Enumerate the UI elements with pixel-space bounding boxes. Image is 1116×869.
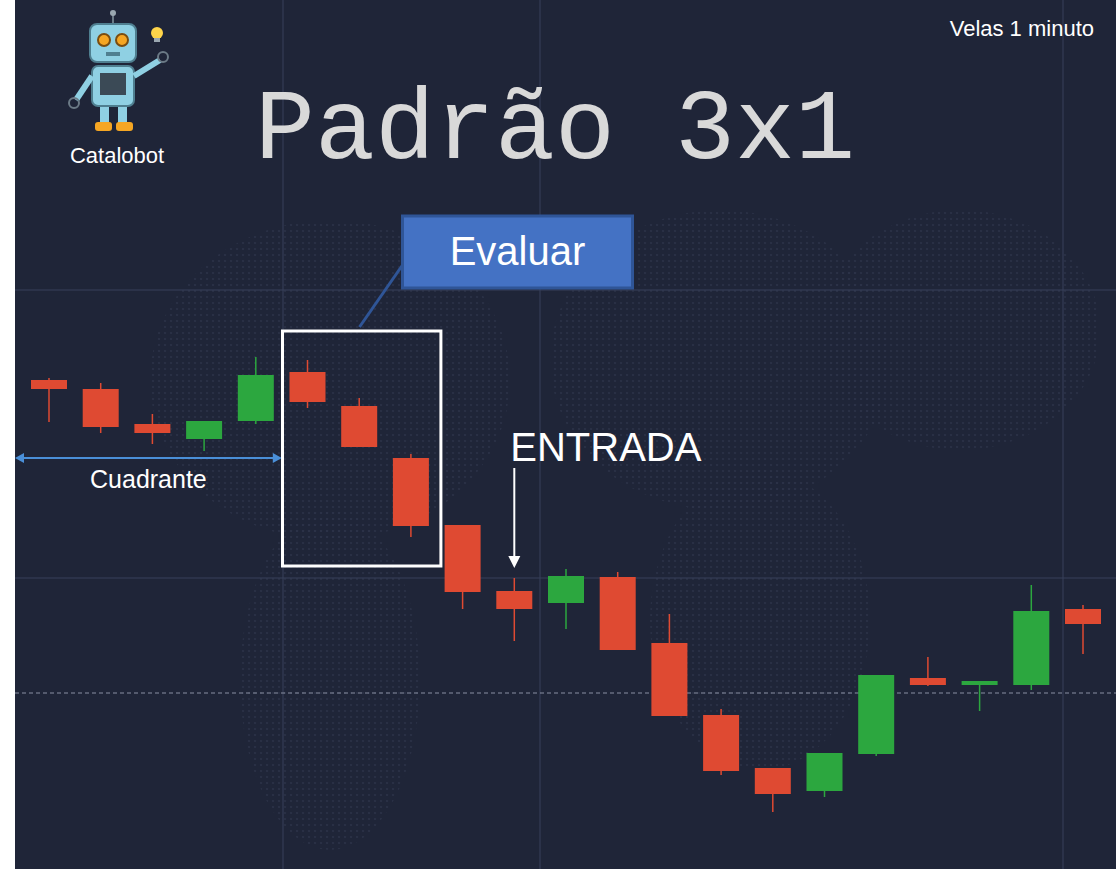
hand <box>69 98 79 108</box>
body <box>600 577 636 650</box>
plot-bg <box>15 0 1116 869</box>
head <box>90 24 136 62</box>
body <box>186 421 222 439</box>
body <box>755 768 791 794</box>
eye <box>98 34 110 46</box>
range-label: Cuadrante <box>90 465 207 493</box>
hand <box>158 52 168 62</box>
body <box>341 406 377 447</box>
wick <box>979 681 981 711</box>
entry-label: ENTRADA <box>510 425 701 469</box>
title: Padrão 3x1 <box>255 75 855 188</box>
body <box>445 525 481 592</box>
leg <box>100 107 109 123</box>
body <box>290 372 326 402</box>
body <box>910 678 946 685</box>
subtitle: Velas 1 minuto <box>950 16 1094 41</box>
candles <box>31 357 1101 812</box>
bulb-base <box>154 38 160 42</box>
entry-arrowhead <box>508 556 520 568</box>
bulb <box>151 27 163 39</box>
body <box>1065 609 1101 624</box>
entry-arrow <box>513 468 515 558</box>
arrowhead <box>273 453 282 463</box>
body <box>858 675 894 754</box>
callout-box <box>403 216 633 288</box>
map-blob <box>650 470 870 770</box>
callout-label: Evaluar <box>450 229 586 273</box>
body <box>703 715 739 771</box>
map-blob <box>820 210 1100 450</box>
mouth <box>106 52 120 56</box>
antenna-tip <box>110 10 116 16</box>
v-grid-line <box>1063 0 1064 869</box>
brand: Catalobot <box>70 143 164 168</box>
arm <box>76 76 92 100</box>
screen <box>100 73 126 95</box>
body <box>548 576 584 603</box>
eye <box>116 34 128 46</box>
wick <box>514 578 516 641</box>
body <box>1013 611 1049 685</box>
body <box>31 380 67 389</box>
foot <box>116 122 133 131</box>
page-bg <box>0 0 1116 869</box>
body <box>238 375 274 421</box>
map-blob <box>240 510 420 850</box>
range-arrow <box>21 457 276 459</box>
body <box>83 389 119 427</box>
body <box>393 458 429 526</box>
price-line <box>15 693 1116 694</box>
arrowhead <box>15 453 24 463</box>
foot <box>95 122 112 131</box>
torso <box>92 66 134 106</box>
leg <box>118 107 127 123</box>
grid-line <box>15 290 1116 291</box>
logo <box>69 10 168 131</box>
body <box>962 681 998 685</box>
body <box>134 424 170 433</box>
body <box>651 643 687 716</box>
arm <box>134 60 160 76</box>
body <box>807 753 843 791</box>
eval-box <box>283 331 441 566</box>
chart: Cuadrante Evaluar ENTRADA Padrão 3x1 Velas 1… <box>0 0 1116 869</box>
body <box>496 591 532 609</box>
